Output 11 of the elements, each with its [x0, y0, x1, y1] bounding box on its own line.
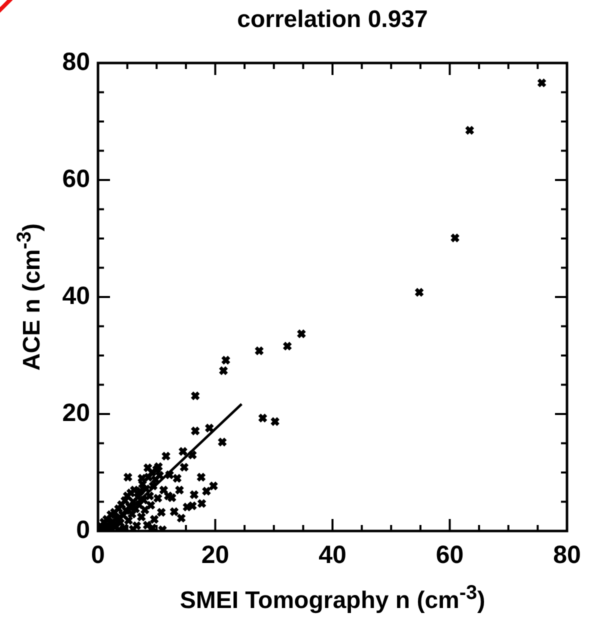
y-tick-label: 60 [62, 164, 90, 193]
chart-title: correlation 0.937 [237, 6, 428, 34]
x-tick-label: 40 [318, 540, 346, 569]
x-tick-label: 80 [553, 540, 581, 569]
y-tick-label: 0 [76, 516, 90, 544]
y-tick-label: 20 [62, 398, 90, 427]
x-axis-title: SMEI Tomography n (cm$^{-3}$) [180, 582, 486, 615]
y-tick-label: 40 [62, 282, 90, 310]
x-tick-label: 60 [436, 540, 464, 569]
x-tick-label: 20 [201, 540, 230, 569]
y-tick-label: 80 [62, 48, 90, 76]
